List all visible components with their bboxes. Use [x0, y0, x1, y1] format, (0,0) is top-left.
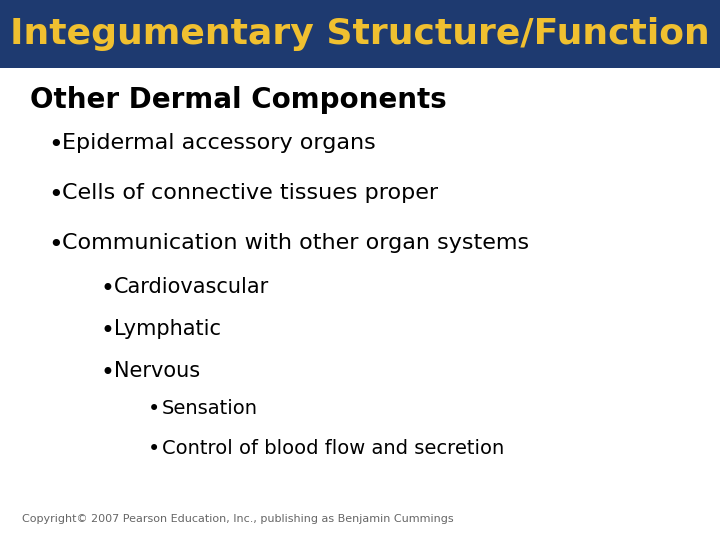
Text: Other Dermal Components: Other Dermal Components — [30, 86, 446, 114]
Text: •: • — [48, 183, 63, 207]
Text: Control of blood flow and secretion: Control of blood flow and secretion — [162, 439, 504, 458]
Text: Nervous: Nervous — [114, 361, 200, 381]
Text: •: • — [48, 133, 63, 157]
Text: Sensation: Sensation — [162, 399, 258, 418]
Text: •: • — [100, 319, 114, 343]
FancyBboxPatch shape — [0, 0, 720, 68]
Text: •: • — [100, 277, 114, 301]
Text: •: • — [148, 439, 161, 459]
Text: Lymphatic: Lymphatic — [114, 319, 221, 339]
Text: Copyright© 2007 Pearson Education, Inc., publishing as Benjamin Cummings: Copyright© 2007 Pearson Education, Inc.,… — [22, 514, 454, 524]
Text: •: • — [148, 399, 161, 419]
Text: Communication with other organ systems: Communication with other organ systems — [62, 233, 529, 253]
Text: •: • — [100, 361, 114, 385]
Text: •: • — [48, 233, 63, 257]
Text: Cardiovascular: Cardiovascular — [114, 277, 269, 297]
Text: Cells of connective tissues proper: Cells of connective tissues proper — [62, 183, 438, 203]
Text: Integumentary Structure/Function: Integumentary Structure/Function — [10, 17, 710, 51]
Text: Epidermal accessory organs: Epidermal accessory organs — [62, 133, 376, 153]
